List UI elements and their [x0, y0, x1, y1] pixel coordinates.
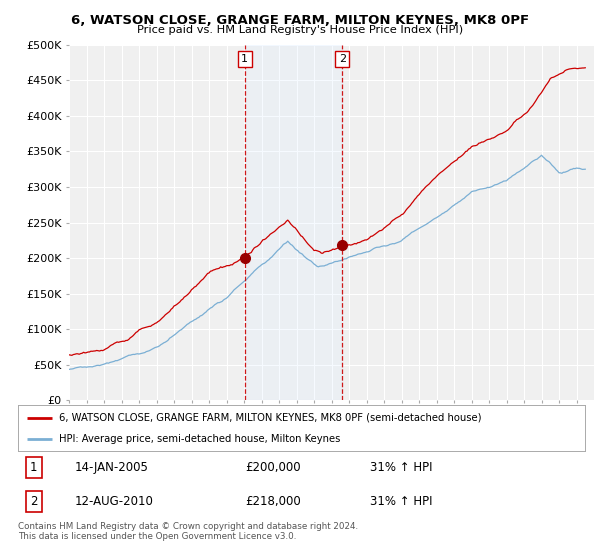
Text: 6, WATSON CLOSE, GRANGE FARM, MILTON KEYNES, MK8 0PF (semi-detached house): 6, WATSON CLOSE, GRANGE FARM, MILTON KEY… [59, 413, 481, 423]
Text: Contains HM Land Registry data © Crown copyright and database right 2024.
This d: Contains HM Land Registry data © Crown c… [18, 522, 358, 542]
Text: 31% ↑ HPI: 31% ↑ HPI [370, 461, 432, 474]
Text: 14-JAN-2005: 14-JAN-2005 [75, 461, 149, 474]
Text: 12-AUG-2010: 12-AUG-2010 [75, 494, 154, 508]
Text: £218,000: £218,000 [245, 494, 301, 508]
Text: 6, WATSON CLOSE, GRANGE FARM, MILTON KEYNES, MK8 0PF: 6, WATSON CLOSE, GRANGE FARM, MILTON KEY… [71, 14, 529, 27]
Text: 2: 2 [339, 54, 346, 64]
Text: Price paid vs. HM Land Registry's House Price Index (HPI): Price paid vs. HM Land Registry's House … [137, 25, 463, 35]
Text: 1: 1 [241, 54, 248, 64]
Text: £200,000: £200,000 [245, 461, 301, 474]
Text: 2: 2 [30, 494, 38, 508]
Text: 1: 1 [30, 461, 38, 474]
Bar [245, 45, 343, 400]
Text: HPI: Average price, semi-detached house, Milton Keynes: HPI: Average price, semi-detached house,… [59, 435, 340, 444]
Text: 31% ↑ HPI: 31% ↑ HPI [370, 494, 432, 508]
